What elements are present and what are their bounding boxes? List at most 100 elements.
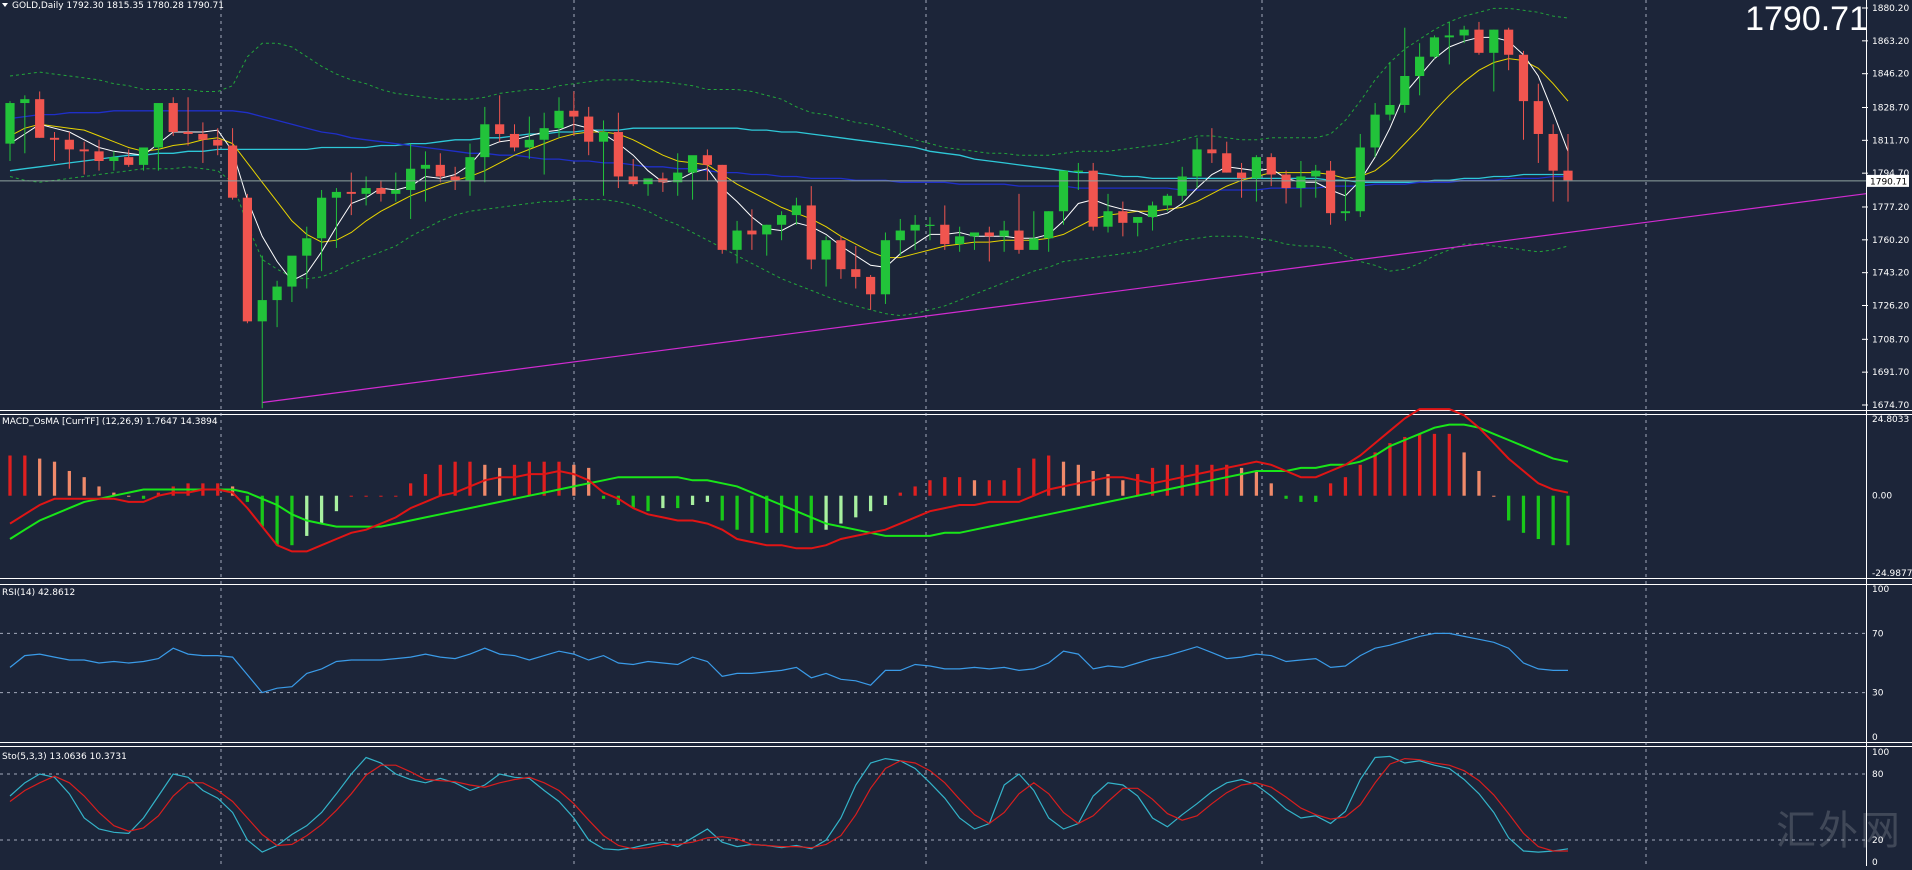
candle-bear — [1533, 101, 1543, 134]
macd-histogram-bar — [943, 477, 947, 496]
macd-histogram-bar — [275, 495, 279, 546]
candle-bear — [168, 103, 178, 133]
macd-histogram-bar — [1343, 477, 1348, 496]
axis-tick-label: 1777.20 — [1872, 203, 1909, 213]
candle-bull — [821, 240, 831, 260]
macd-histogram-bar — [616, 495, 620, 505]
macd-histogram-bar — [1017, 467, 1021, 496]
candle-bear — [984, 232, 994, 237]
candle-bear — [79, 149, 89, 152]
axis-tick-label: 1674.70 — [1872, 401, 1909, 411]
macd-histogram-bar — [364, 495, 368, 497]
candle-bull — [138, 147, 149, 165]
axis-tick-label: 24.8033 — [1872, 415, 1909, 425]
candle-bull — [925, 224, 935, 226]
candle-bear — [569, 110, 579, 117]
candle-bull — [391, 189, 401, 194]
candle-bull — [331, 191, 342, 198]
macd-main-line — [9, 408, 1569, 553]
candle-bear — [346, 191, 356, 194]
candle-bull — [1489, 29, 1499, 53]
macd-histogram-bar — [1388, 443, 1392, 496]
candle-bull — [1177, 176, 1187, 196]
macd-histogram-bar — [1314, 495, 1318, 502]
macd-histogram-bar — [498, 467, 502, 496]
macd-histogram-bar — [423, 474, 428, 496]
macd-histogram-bar — [141, 495, 146, 499]
candle-bear — [1118, 211, 1128, 223]
candle-bull — [1251, 157, 1261, 179]
macd-histogram-bar — [735, 495, 739, 530]
candle-bear — [213, 139, 223, 146]
macd-histogram-bar — [883, 495, 888, 505]
macd-histogram-bar — [1106, 474, 1110, 496]
macd-histogram-bar — [1299, 495, 1303, 502]
candle-bear — [702, 155, 712, 165]
candle-bull — [1103, 211, 1113, 227]
macd-histogram-bar — [512, 464, 517, 496]
axis-tick-label: 1846.20 — [1872, 70, 1909, 80]
candle-bull — [317, 197, 327, 239]
candle-bear — [1266, 157, 1276, 175]
macd-histogram-bar — [527, 461, 531, 496]
macd-histogram-bar — [705, 495, 710, 502]
macd-histogram-bar — [67, 470, 71, 496]
macd-histogram-bar — [1328, 483, 1333, 496]
candle-bull — [20, 99, 30, 104]
candle-bull — [999, 230, 1009, 237]
macd-histogram-bar — [1403, 436, 1407, 496]
axis-tick-label: 0 — [1872, 858, 1878, 866]
macd-histogram-bar — [676, 495, 680, 509]
macd-histogram-bar — [468, 461, 472, 496]
macd-histogram-bar — [1417, 433, 1422, 496]
symbol-menu-icon[interactable] — [2, 3, 8, 7]
candle-bull — [791, 205, 802, 216]
stoch-signal-line — [9, 757, 1568, 852]
bollinger-lower-band — [9, 166, 1569, 317]
axis-tick-label: 1828.70 — [1872, 103, 1909, 113]
macd-histogram-bar — [1121, 480, 1125, 496]
candle-bull — [302, 238, 312, 256]
candle-bull — [1162, 195, 1172, 206]
candle-bull — [1444, 35, 1454, 38]
macd-histogram-bar — [1507, 495, 1511, 521]
axis-tick-label: 80 — [1872, 770, 1884, 780]
macd-histogram-bar — [794, 495, 799, 533]
current-price-tag-text: 1790.71 — [1870, 177, 1907, 187]
macd-histogram-bar — [854, 495, 858, 518]
stoch-panel-label: Sto(5,3,3) 13.0636 10.3731 — [2, 752, 127, 762]
candle-bull — [1133, 217, 1143, 223]
macd-histogram-bar — [824, 495, 828, 530]
axis-tick-label: 70 — [1872, 629, 1884, 639]
candle-bull — [1429, 37, 1440, 57]
candle-bull — [272, 286, 282, 301]
candle-bear — [35, 99, 45, 138]
candle-bear — [183, 132, 193, 134]
candle-bear — [584, 116, 594, 142]
ma-yellow-line — [9, 58, 1569, 259]
candle-bull — [955, 236, 965, 245]
candle-bull — [287, 255, 297, 287]
rsi-panel: RSI(14) 42.8612 — [0, 588, 1866, 694]
macd-histogram-bar — [1150, 467, 1155, 496]
macd-panel-label: MACD_OsMA [CurrTF] (12,26,9) 1.7647 14.3… — [2, 417, 218, 427]
macd-histogram-bar — [587, 467, 591, 496]
macd-histogram-bar — [928, 480, 932, 496]
axis-tick-label: 20 — [1872, 836, 1884, 846]
macd-histogram-bar — [690, 495, 695, 505]
candle-bear — [1014, 230, 1024, 250]
candle-bull — [1415, 56, 1425, 77]
macd-histogram-bar — [750, 495, 754, 533]
candle-bull — [895, 230, 905, 241]
macd-histogram-bar — [230, 486, 235, 496]
axis-tick-label: 1811.70 — [1872, 136, 1909, 146]
macd-histogram-bar — [1492, 495, 1496, 497]
macd-histogram-bar — [1373, 452, 1377, 496]
macd-histogram-bar — [245, 495, 250, 502]
macd-histogram-bar — [112, 492, 116, 496]
axis-tick-label: -24.9877 — [1872, 569, 1912, 579]
candle-bull — [1459, 29, 1469, 36]
macd-histogram-bar — [572, 464, 576, 496]
candle-bull — [762, 224, 772, 235]
macd-histogram-bar — [1195, 464, 1199, 496]
